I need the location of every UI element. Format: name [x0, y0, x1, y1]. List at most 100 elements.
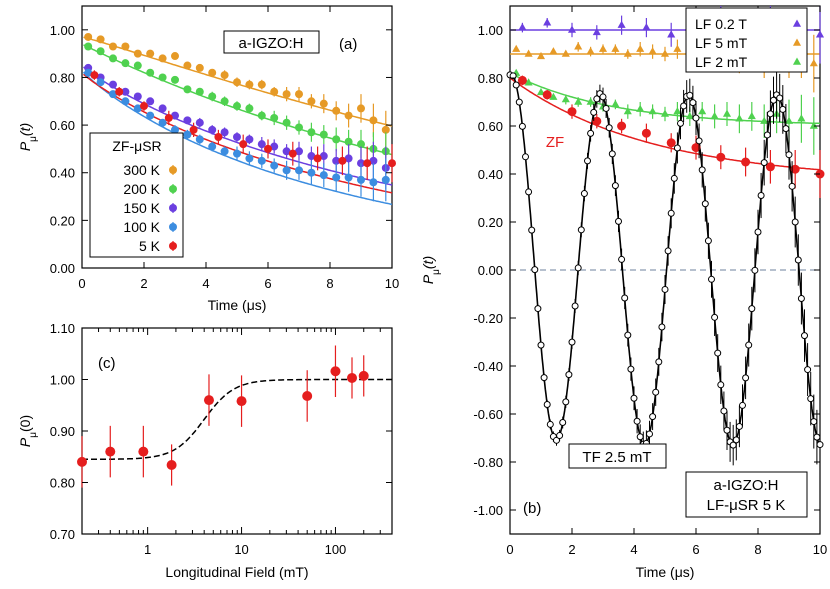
panel-b-point-tf [661, 285, 669, 293]
panel-b-point-tf [528, 226, 536, 234]
panel-c-ylabel-sub: μ [28, 432, 39, 438]
panel-a-point [282, 166, 291, 175]
panel-b-data-points [506, 6, 825, 473]
panel-a-point [133, 61, 142, 70]
panel-b-point-tf [537, 341, 545, 349]
panel-a-point [195, 87, 204, 96]
panel-c-point [77, 456, 87, 467]
panel-a-point [245, 104, 254, 113]
panel-b-point-tf [543, 400, 551, 408]
panel-b: 0 2 4 6 8 10 -1.00 -0.80 -0.60 -0.40 -0.20 0.00 0.20… [420, 5, 827, 580]
panel-a-sample-label: a-IGZO:H [238, 35, 303, 52]
panel-a-point [208, 68, 217, 77]
panel-a-point [183, 85, 192, 94]
panel-a-point [257, 140, 266, 149]
panel-b-ytick-label: 0.40 [478, 167, 503, 182]
panel-a-point [245, 154, 254, 163]
panel-b-point-tf [652, 388, 660, 396]
panel-a-point [319, 99, 328, 108]
panel-b-point-tf [512, 81, 520, 89]
panel-b-point-tf [754, 228, 762, 236]
panel-b-point-lf2mt [809, 121, 818, 129]
panel-b-ticks: 0 2 4 6 8 10 -1.00 -0.80 -0.60 -0.40 -0.20 0.00 0.20… [473, 6, 827, 557]
panel-c-point [203, 395, 214, 406]
panel-a-data-points [84, 32, 396, 202]
panel-a-point [233, 78, 241, 87]
panel-a-legend-label: 5 K [139, 238, 161, 254]
panel-b-point-lf2mt [574, 97, 583, 105]
panel-b-point-tf [608, 150, 616, 158]
panel-a-legend-label: 150 K [123, 200, 160, 216]
panel-a-point [164, 113, 173, 122]
panel-b-point-lf5mt [636, 44, 645, 52]
panel-b-legend-marker [792, 38, 802, 46]
panel-b-point-tf [779, 105, 787, 113]
panel-b-label: (b) [523, 500, 541, 517]
panel-b-point-lf5mt [549, 47, 558, 55]
panel-b-point-tf [732, 436, 740, 444]
panel-a-point [195, 118, 204, 127]
panel-b-point-tf [816, 441, 824, 449]
panel-b-point-lf0.2t [642, 23, 651, 31]
panel-b-point-tf [739, 401, 746, 409]
panel-b-point-lf2mt [722, 109, 732, 117]
panel-b-tf-box [568, 443, 667, 469]
panel-b-ytick-label: -0.40 [473, 359, 503, 374]
panel-a-xtick-label: 8 [326, 276, 333, 291]
panel-b-point-tf [667, 209, 675, 217]
panel-a-ytick-label: 0.00 [50, 261, 75, 276]
panel-a-ticks: 0 2 4 6 8 10 0.00 0.20 0.40 0.60 0.80 1.00 [50, 6, 399, 291]
panel-b-point-zf [641, 128, 651, 138]
panel-b-point-zf [790, 164, 800, 174]
panel-a-point [96, 47, 105, 56]
panel-b-point-lf5mt [524, 49, 533, 57]
panel-a-point [357, 140, 365, 149]
panel-a-point [158, 54, 167, 63]
panel-b-point-tf [590, 108, 598, 116]
panel-a-point [369, 116, 378, 125]
panel-b-point-tf [571, 302, 579, 310]
panel-c-ylabel-arg: (0) [17, 415, 33, 432]
panel-a-point [270, 113, 279, 122]
panel-a-legend-box [89, 132, 184, 258]
panel-a-point [344, 173, 353, 182]
panel-b-ylabel-arg: (t) [420, 256, 436, 269]
panel-a-point [313, 154, 322, 163]
panel-a-legend-marker [169, 223, 177, 231]
panel-b-point-tf [698, 166, 706, 174]
panel-b-point-tf [615, 217, 622, 225]
panel-a-point [220, 128, 229, 137]
panel-b-point-tf [689, 99, 697, 107]
panel-c-ytick-label: 0.90 [50, 424, 75, 439]
panel-a-point [363, 159, 372, 168]
panel-a-point [233, 133, 241, 141]
panel-b-point-tf [531, 266, 539, 274]
panel-a-point [121, 59, 130, 68]
panel-a-sample-box [223, 30, 320, 54]
panel-b-xtick-label: 0 [506, 542, 513, 557]
panel-b-point-zf [567, 107, 577, 117]
panel-a: 0 2 4 6 8 10 0.00 0.20 0.40 0.60 0.80 1.00 Time (μs… [17, 5, 399, 313]
panel-a-point [158, 73, 167, 82]
panel-b-point-lf5mt [574, 42, 583, 50]
panel-a-point [270, 87, 279, 96]
panel-b-point-zf [691, 143, 701, 153]
panel-b-point-tf [630, 394, 638, 402]
panel-a-point [319, 130, 328, 139]
panel-b-point-zf [666, 138, 676, 148]
panel-b-point-tf [522, 153, 529, 161]
panel-a-point [109, 80, 117, 89]
panel-a-point [332, 106, 341, 115]
panel-b-legend-marker [792, 57, 802, 65]
panel-a-point [295, 147, 303, 156]
panel-b-point-lf0.2t [592, 27, 601, 36]
panel-a-point [257, 80, 266, 89]
panel-b-point-tf [711, 313, 719, 321]
panel-a-point [140, 102, 148, 111]
panel-b-point-tf [670, 174, 678, 182]
panel-a-point [84, 32, 93, 41]
panel-b-point-tf [804, 366, 812, 374]
panel-b-point-lf2mt [784, 116, 794, 124]
panel-a-xlabel: Time (μs) [208, 297, 267, 313]
panel-b-point-lf0.2t [567, 25, 577, 33]
